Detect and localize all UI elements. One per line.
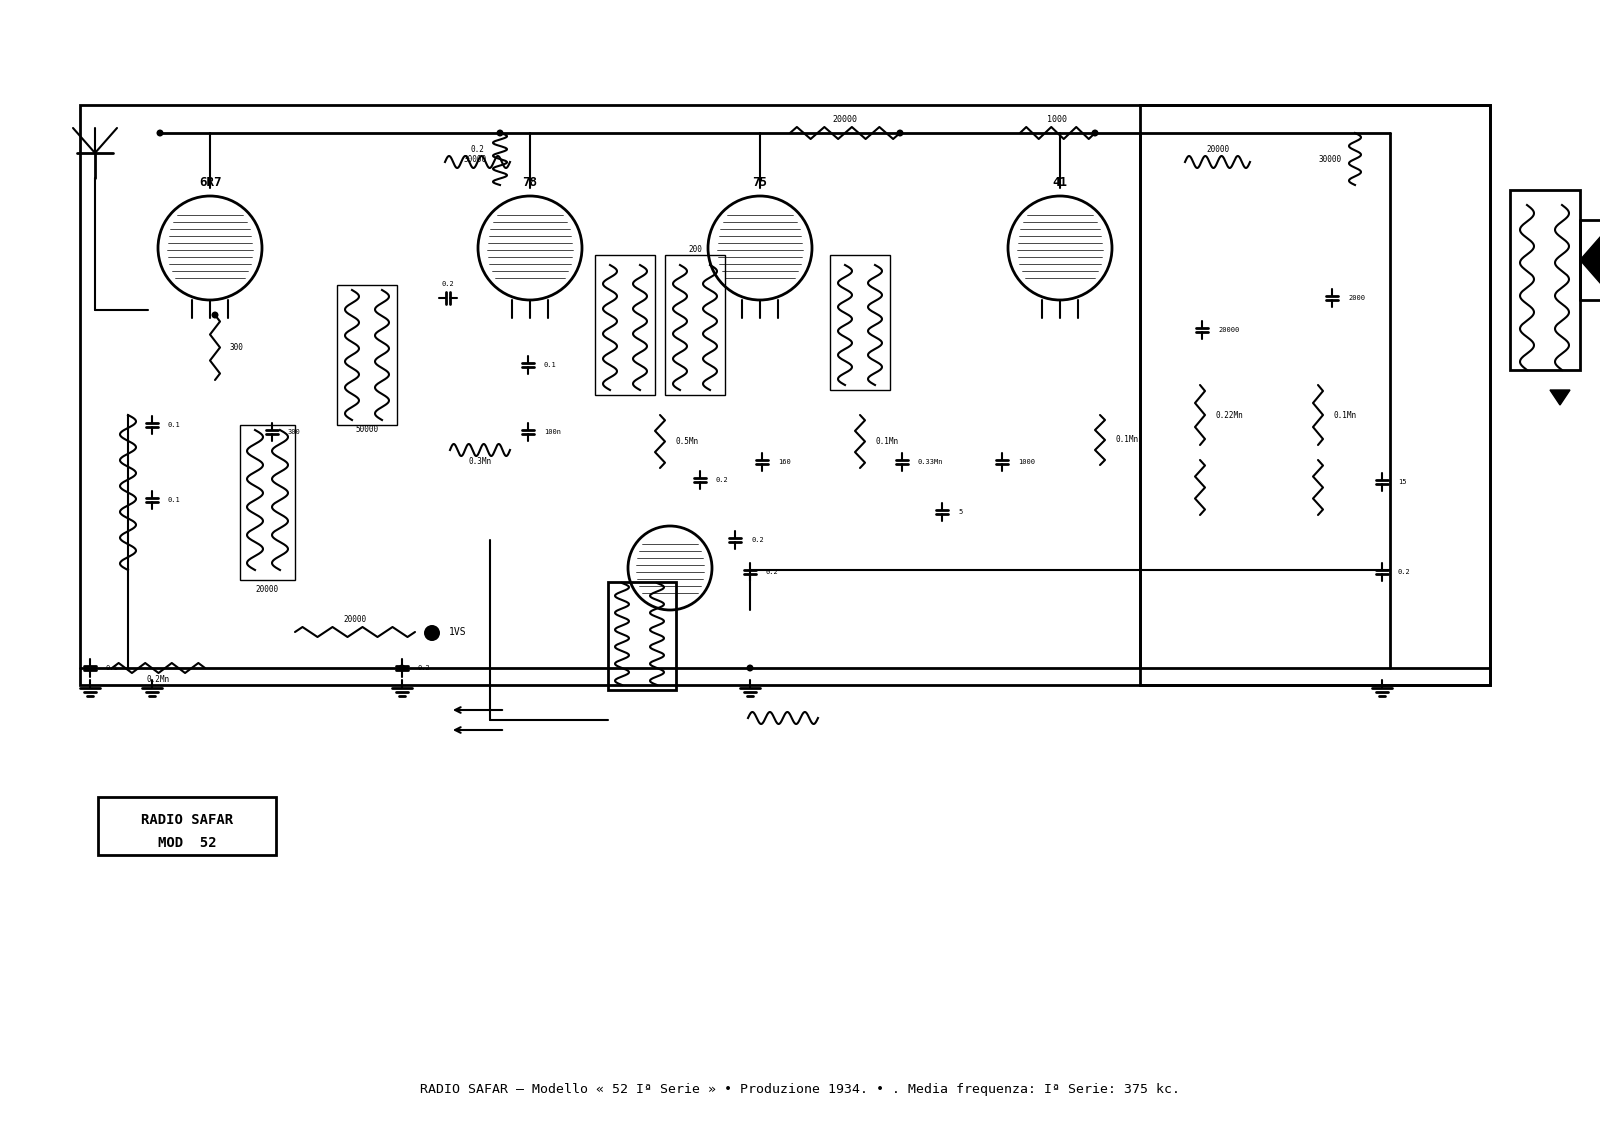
Text: 20000: 20000 xyxy=(1206,146,1229,155)
Bar xyxy=(98,797,277,855)
Bar xyxy=(595,254,654,395)
Text: 41: 41 xyxy=(1053,176,1067,190)
Text: 20000: 20000 xyxy=(1218,327,1240,333)
Text: 15: 15 xyxy=(1398,480,1406,485)
Text: 160: 160 xyxy=(778,459,790,465)
Circle shape xyxy=(896,130,904,137)
Text: 6R7: 6R7 xyxy=(198,176,221,190)
Text: 75: 75 xyxy=(752,176,768,190)
Text: 0.1: 0.1 xyxy=(544,362,557,368)
Text: MOD  52: MOD 52 xyxy=(158,836,216,851)
Text: 30000: 30000 xyxy=(464,155,486,164)
Circle shape xyxy=(1091,130,1099,137)
Text: RADIO SAFAR: RADIO SAFAR xyxy=(141,813,234,827)
Text: 2000: 2000 xyxy=(1347,295,1365,301)
Text: 0.1Mn: 0.1Mn xyxy=(1333,411,1357,420)
Text: 0.1: 0.1 xyxy=(106,665,118,671)
Text: 0.1Mn: 0.1Mn xyxy=(1115,435,1138,444)
Text: 20000: 20000 xyxy=(832,115,858,124)
Text: 0.3Mn: 0.3Mn xyxy=(469,458,491,466)
Circle shape xyxy=(747,665,754,672)
Text: 0.2: 0.2 xyxy=(750,537,763,543)
Text: 0.2: 0.2 xyxy=(418,665,430,671)
Text: 0.2: 0.2 xyxy=(470,146,483,155)
Text: 0.2Mn: 0.2Mn xyxy=(147,675,170,684)
Text: 300: 300 xyxy=(288,429,301,435)
Bar xyxy=(1139,105,1490,685)
Bar xyxy=(80,105,1490,685)
Circle shape xyxy=(398,665,405,672)
Bar xyxy=(338,285,397,425)
Text: 30000: 30000 xyxy=(1318,155,1342,164)
Text: 0.2: 0.2 xyxy=(766,569,779,575)
Text: 1VS: 1VS xyxy=(450,627,467,637)
Bar xyxy=(666,254,725,395)
Text: 0.5Mn: 0.5Mn xyxy=(675,437,698,446)
Circle shape xyxy=(211,311,219,319)
Circle shape xyxy=(424,625,440,641)
Bar xyxy=(240,425,294,580)
Polygon shape xyxy=(1581,221,1600,300)
Text: 20000: 20000 xyxy=(344,615,366,624)
Text: 78: 78 xyxy=(523,176,538,190)
Text: 200: 200 xyxy=(688,245,702,254)
Text: 100n: 100n xyxy=(544,429,562,435)
Bar xyxy=(1510,190,1581,370)
Text: 0.1: 0.1 xyxy=(168,497,181,503)
Text: 0.1: 0.1 xyxy=(168,422,181,428)
Text: 50000: 50000 xyxy=(355,425,379,434)
Text: RADIO SAFAR — Modello « 52 Iª Serie » • Produzione 1934. • . Media frequenza: Iª: RADIO SAFAR — Modello « 52 Iª Serie » • … xyxy=(419,1083,1181,1096)
Polygon shape xyxy=(1550,390,1570,405)
Text: 20000: 20000 xyxy=(256,586,278,595)
Circle shape xyxy=(157,130,163,137)
Text: 0.2: 0.2 xyxy=(1398,569,1411,575)
Text: 5: 5 xyxy=(958,509,962,515)
Text: 1000: 1000 xyxy=(1046,115,1067,124)
Text: 0.2: 0.2 xyxy=(442,280,454,287)
Bar xyxy=(608,582,675,690)
Circle shape xyxy=(496,130,504,137)
Text: 300: 300 xyxy=(230,343,243,352)
Text: 0.2: 0.2 xyxy=(717,477,728,483)
Text: 0.1Mn: 0.1Mn xyxy=(875,437,898,446)
Bar xyxy=(830,254,890,390)
Text: 1000: 1000 xyxy=(1018,459,1035,465)
Text: 0.22Mn: 0.22Mn xyxy=(1214,411,1243,420)
Text: 0.33Mn: 0.33Mn xyxy=(918,459,944,465)
